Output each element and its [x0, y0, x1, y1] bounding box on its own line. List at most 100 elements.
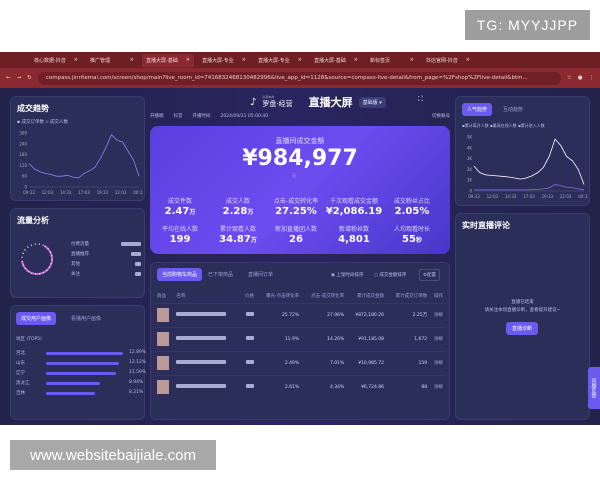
cell-ctr: 25.72% — [255, 302, 302, 327]
y-tick-label: 0 — [469, 189, 472, 194]
tab-removed-products[interactable]: 已下架商品 — [208, 272, 234, 278]
product-price — [245, 360, 254, 364]
tg-overlay: TG: MYYJJPP — [465, 10, 590, 40]
browser-tab[interactable]: 核心数据-抖音 × — [30, 54, 82, 67]
explain-link[interactable]: 讲解 — [429, 302, 445, 327]
explain-link[interactable]: 讲解 — [429, 374, 445, 399]
explain-link[interactable]: 讲解 — [429, 326, 445, 351]
kpi-item: 人均观看时长 55秒 — [382, 224, 442, 245]
cell-cvr: 4.34% — [301, 374, 347, 399]
url-input[interactable]: compass.jinritemai.com/screen/shop/main?… — [37, 71, 561, 85]
kpi-label: 成交人数 — [225, 198, 250, 205]
tab-label: 核心数据-抖音 — [34, 57, 66, 64]
series-line — [28, 134, 140, 179]
dashboard-header: ♪ 抖音电商 罗盘·经营 直播大屏 基础版 ▾ — [250, 94, 386, 110]
browser-tab[interactable]: 直播大屏-基础 × — [310, 54, 362, 67]
back-icon[interactable]: ← — [6, 75, 11, 81]
kpi-value: 26 — [289, 234, 303, 245]
kpi-label: 点击-成交转化率 — [273, 198, 319, 205]
close-icon[interactable]: × — [465, 57, 470, 63]
y-tick-label: 120 — [19, 163, 27, 168]
close-icon[interactable]: × — [185, 57, 190, 63]
cell-gmv: ¥6,724.86 — [346, 374, 386, 399]
close-icon[interactable]: × — [353, 57, 358, 63]
config-button[interactable]: ⚙配置 — [419, 269, 441, 281]
table-row[interactable]: 2.49% 7.01% ¥10,985.72 159 讲解 — [155, 350, 445, 375]
browser-tab[interactable]: 直播大屏-专业 × — [254, 54, 306, 67]
browser-tab[interactable]: 推广管理 × — [86, 54, 138, 67]
kpi-item: 成交件数 2.47万 — [150, 196, 210, 217]
kpi-item: 点击-成交转化率 27.25% — [266, 196, 326, 217]
close-icon[interactable]: × — [73, 57, 78, 63]
x-tick-label: 14:33 — [60, 190, 72, 195]
cell-gmv: ¥91,185.08 — [346, 326, 386, 351]
tab-label: 直播大屏-基础 — [314, 57, 346, 64]
cell-gmv: ¥10,985.72 — [346, 350, 386, 375]
region-bar — [46, 372, 116, 375]
fullscreen-icon[interactable]: ⛶ — [418, 95, 423, 103]
tab-cart-products[interactable]: 当前购物车商品 — [157, 268, 203, 281]
cell-orders: 1,672 — [385, 326, 430, 351]
y-tick-label: 60 — [22, 174, 28, 179]
x-tick-label: 12:03 — [487, 194, 499, 199]
sort-by-gmv-radio[interactable]: ○ 成交金额排序 — [374, 273, 407, 278]
tab-viewer-portrait[interactable]: 看播用户画像 — [71, 316, 102, 322]
tab-label: 推广管理 — [90, 57, 111, 64]
dashboard-title: 直播大屏 — [308, 96, 353, 109]
gmv-title: 直播间成交金额 — [275, 137, 325, 145]
sort-by-time-radio[interactable]: ◉ 上架时间排序 — [331, 273, 364, 278]
menu-icon[interactable]: ⋮ — [588, 75, 595, 81]
close-icon[interactable]: × — [241, 57, 246, 63]
reload-icon[interactable]: ↻ — [27, 75, 32, 81]
x-tick-label: 00:33 — [133, 190, 143, 195]
table-row[interactable]: 25.72% 27.96% ¥872,180.26 2.25万 讲解 — [155, 302, 445, 327]
product-name — [176, 384, 227, 389]
y-tick-label: 180 — [19, 152, 27, 157]
cell-orders: 159 — [385, 350, 430, 375]
popularity-legend: ▪累计离开人数 ▪最高在线人数 ▪累计进入人数 — [462, 123, 545, 128]
close-icon[interactable]: × — [297, 57, 302, 63]
kpi-item: 新增粉丝数 4,801 — [324, 224, 384, 245]
mode-dropdown[interactable]: 基础版 ▾ — [358, 96, 386, 108]
browser-tab[interactable]: 直播大屏-专业 × — [198, 54, 250, 67]
platform: 抖音 — [173, 114, 183, 119]
close-icon[interactable]: × — [409, 57, 414, 63]
products-table: 商品 名称 价格 曝光-点击转化率 点击-成交转化率 累计成交金额 累计成交订单数 操作 25.… — [155, 289, 445, 399]
kpi-label: 新加直播团人数 — [274, 226, 317, 233]
tab-popularity[interactable]: 人气趋势 — [462, 103, 493, 116]
product-price — [245, 312, 254, 316]
profile-icon[interactable]: ● — [577, 75, 583, 81]
tab-interaction[interactable]: 互动趋势 — [503, 107, 524, 113]
live-ended-message: 直播已结束 请关注本场直播诊断，查看提升建议~ — [484, 300, 561, 313]
explain-link[interactable]: 讲解 — [429, 350, 445, 375]
tab-buyer-portrait[interactable]: 成交用户画像 — [16, 312, 57, 325]
x-tick-label: 00:33 — [578, 194, 588, 199]
series-line — [474, 184, 585, 191]
x-tick-label: 12:03 — [42, 190, 54, 195]
switch-account-link[interactable]: 切换账号 — [432, 114, 450, 119]
cell-cvr: 14.26% — [301, 326, 347, 351]
series-line — [473, 138, 585, 185]
bookmark-star-icon[interactable]: ☆ — [566, 75, 572, 81]
tab-label: 抖店官网-抖音 — [426, 57, 458, 64]
column-header: 商品 — [157, 293, 166, 299]
tab-live-orders[interactable]: 直播间订单 — [248, 272, 274, 278]
region-name: 黑龙江 — [16, 381, 30, 386]
table-row[interactable]: 11.9% 14.26% ¥91,185.08 1,672 讲解 — [155, 326, 445, 351]
product-thumbnail — [157, 356, 169, 370]
browser-tab[interactable]: 新标签页 × — [366, 54, 418, 67]
close-icon[interactable]: × — [129, 57, 134, 63]
feedback-button[interactable]: 问题反馈 — [588, 367, 600, 409]
browser-tab[interactable]: 直播大屏-基础 × — [142, 53, 194, 67]
y-tick-label: 2K — [467, 167, 473, 172]
products-panel: 当前购物车商品 已下架商品 直播间订单 ◉ 上架时间排序 ○ 成交金额排序 ⚙配… — [150, 262, 450, 420]
browser-tab[interactable]: 抖店官网-抖音 × — [422, 54, 474, 67]
kpi-item: 累计观看人数 34.87万 — [208, 224, 268, 245]
table-row[interactable]: 2.61% 4.34% ¥6,724.86 88 讲解 — [155, 374, 445, 399]
region-name: 吉林 — [16, 391, 25, 396]
kpi-value: 2.05% — [394, 206, 430, 217]
cell-cvr: 27.96% — [301, 302, 347, 327]
forward-icon[interactable]: → — [16, 75, 22, 81]
live-diagnosis-button[interactable]: 直播诊断 — [506, 322, 539, 335]
trend-chart: 0 60 120 180 240 300 09:33 12:03 14:33 17:03 19:33… — [19, 131, 143, 196]
